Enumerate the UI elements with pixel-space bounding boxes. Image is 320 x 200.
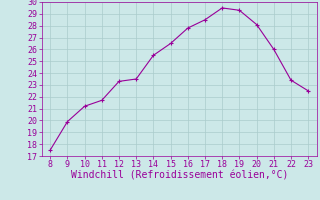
X-axis label: Windchill (Refroidissement éolien,°C): Windchill (Refroidissement éolien,°C) xyxy=(70,171,288,181)
